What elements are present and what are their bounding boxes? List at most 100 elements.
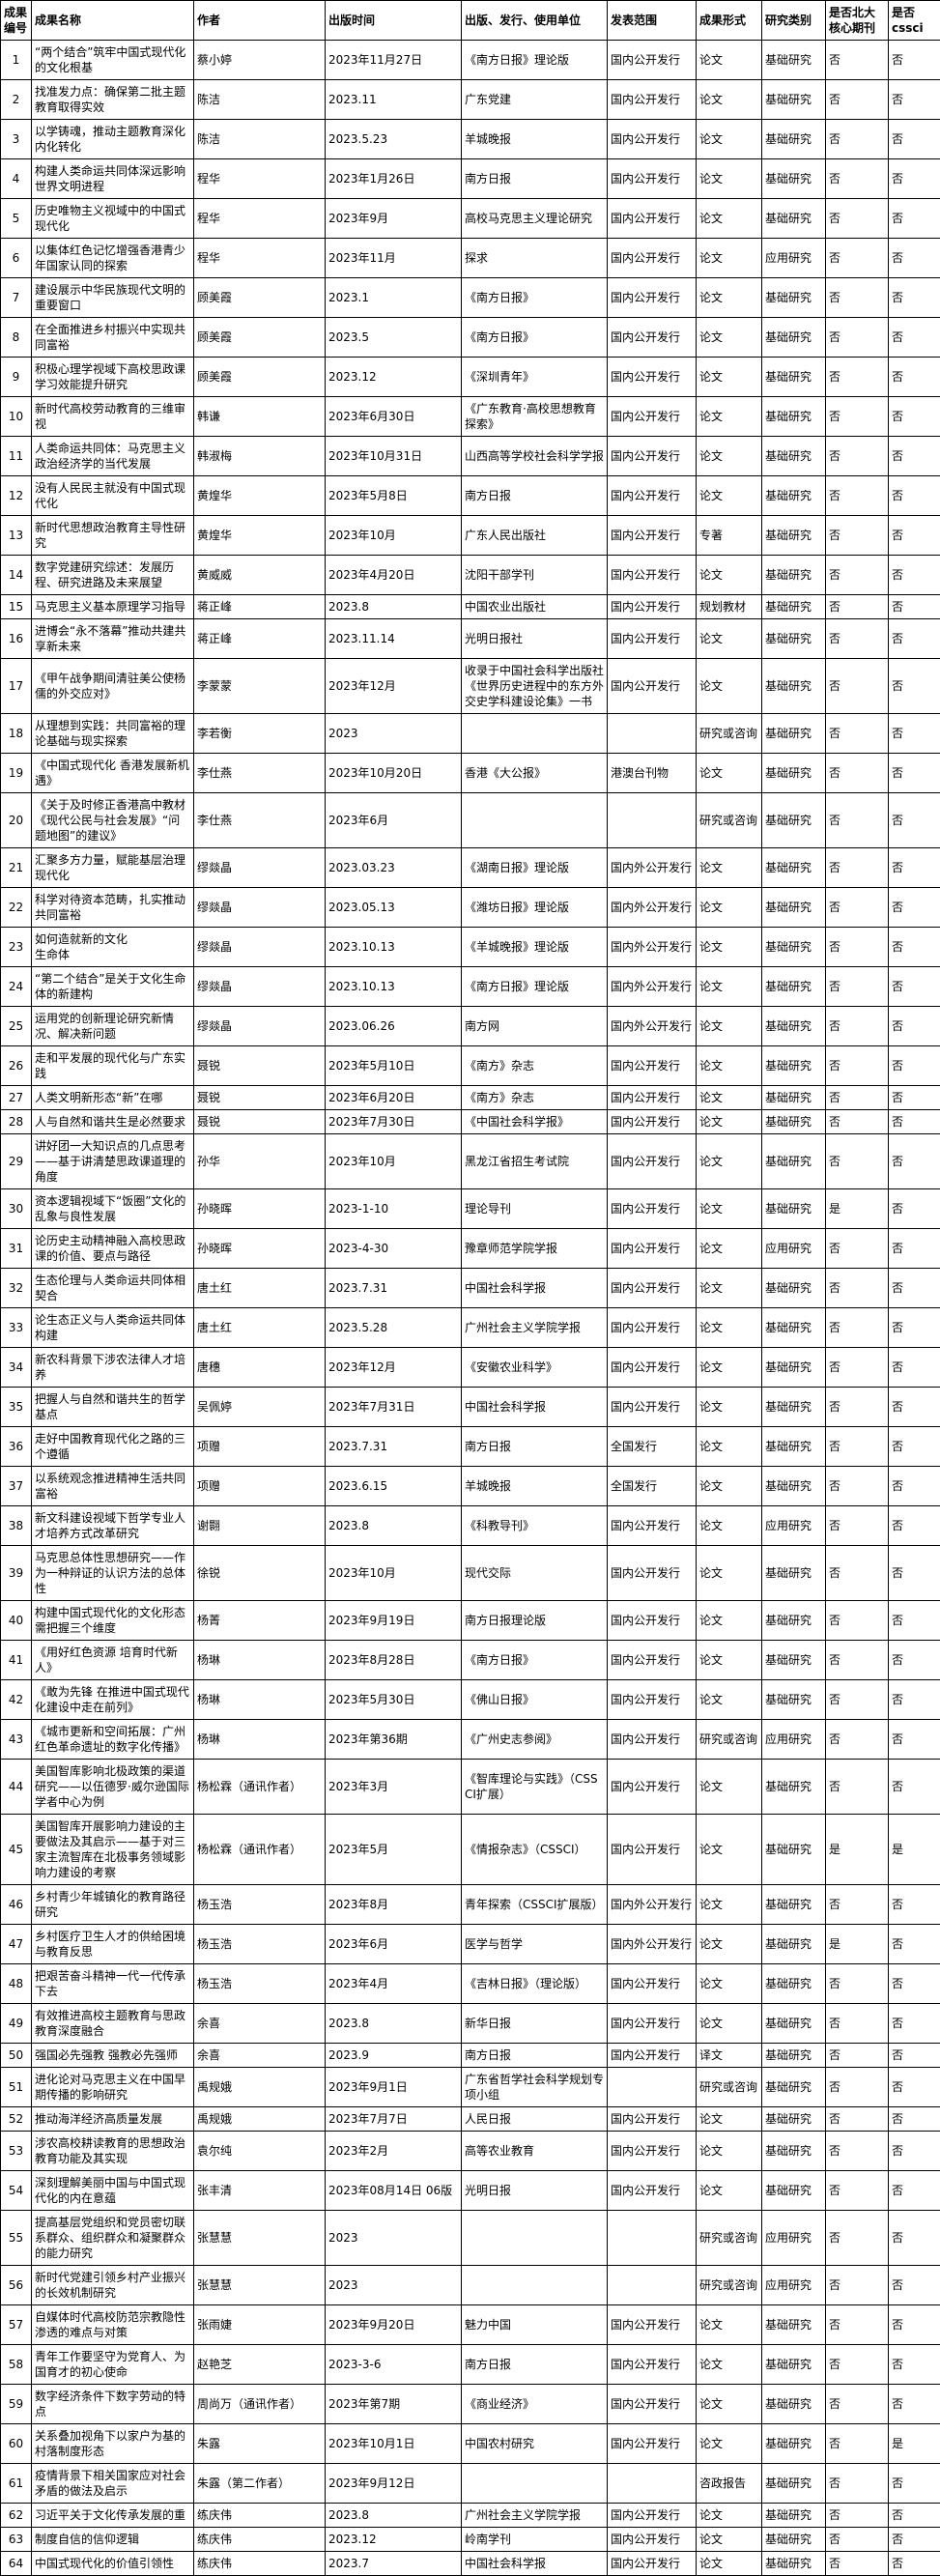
cell-pubtime: 2023年9月 (326, 199, 462, 239)
cell-scope: 国内公开发行 (608, 476, 697, 516)
cell-category: 基础研究 (762, 1760, 826, 1815)
cell-core: 否 (826, 1348, 889, 1388)
cell-publisher: 魅力中国 (462, 2305, 608, 2345)
cell-category: 基础研究 (762, 1546, 826, 1601)
cell-category: 基础研究 (762, 1388, 826, 1427)
cell-name: 历史唯物主义视域中的中国式现代化 (32, 199, 194, 239)
cell-name: 数字党建研究综述：发展历程、研究进路及未来展望 (32, 556, 194, 595)
cell-author: 唐土红 (194, 1269, 326, 1308)
cell-publisher: 《科教导刊》 (462, 1506, 608, 1546)
cell-core: 否 (826, 2044, 889, 2068)
cell-scope: 国内公开发行 (608, 2345, 697, 2385)
cell-publisher: 南方日报理论版 (462, 1601, 608, 1641)
cell-scope: 国内公开发行 (608, 2528, 697, 2552)
cell-pubtime: 2023.11 (326, 80, 462, 120)
cell-form: 论文 (697, 476, 762, 516)
cell-pubtime: 2023年11月27日 (326, 41, 462, 80)
cell-pubtime: 2023年8月28日 (326, 1641, 462, 1680)
cell-name: 新农科背景下涉农法律人才培养 (32, 1348, 194, 1388)
cell-scope: 国内公开发行 (608, 437, 697, 476)
cell-publisher: 广东省哲学社会科学规划专项小组 (462, 2068, 608, 2107)
cell-cssci: 否 (889, 1641, 940, 1680)
cell-core: 否 (826, 1885, 889, 1925)
cell-publisher: 羊城晚报 (462, 120, 608, 159)
cell-cssci: 否 (889, 928, 940, 967)
cell-scope: 国内公开发行 (608, 1134, 697, 1189)
cell-pubtime: 2023.7 (326, 2552, 462, 2576)
cell-cssci: 否 (889, 278, 940, 318)
cell-pubtime: 2023年7月7日 (326, 2107, 462, 2132)
cell-category: 应用研究 (762, 2266, 826, 2305)
cell-scope: 国内公开发行 (608, 1388, 697, 1427)
cell-form: 研究或咨询 (697, 2211, 762, 2266)
cell-core: 否 (826, 41, 889, 80)
cell-id: 14 (1, 556, 32, 595)
cell-id: 39 (1, 1546, 32, 1601)
cell-id: 52 (1, 2107, 32, 2132)
cell-core: 否 (826, 1680, 889, 1720)
cell-id: 45 (1, 1815, 32, 1885)
cell-scope: 国内公开发行 (608, 1546, 697, 1601)
cell-form: 论文 (697, 1925, 762, 1964)
cell-id: 25 (1, 1007, 32, 1046)
cell-author: 唐土红 (194, 1308, 326, 1348)
cell-core: 否 (826, 1546, 889, 1601)
cell-id: 41 (1, 1641, 32, 1680)
cell-name: 从理想到实践：共同富裕的理论基础与现实探索 (32, 714, 194, 754)
cell-category: 基础研究 (762, 516, 826, 556)
cell-name: 建设展示中华民族现代文明的重要窗口 (32, 278, 194, 318)
cell-scope: 国内公开发行 (608, 1964, 697, 2004)
cell-category: 基础研究 (762, 2068, 826, 2107)
cell-name: 美国智库影响北极政策的渠道研究——以伍德罗·威尔逊国际学者中心为例 (32, 1760, 194, 1815)
cell-pubtime: 2023年2月 (326, 2132, 462, 2171)
cell-category: 基础研究 (762, 1269, 826, 1308)
cell-name: 人类命运共同体：马克思主义政治经济学的当代发展 (32, 437, 194, 476)
cell-cssci: 否 (889, 2107, 940, 2132)
cell-id: 26 (1, 1046, 32, 1086)
cell-publisher: 高等农业教育 (462, 2132, 608, 2171)
cell-category: 基础研究 (762, 1046, 826, 1086)
cell-scope: 国内公开发行 (608, 1046, 697, 1086)
cell-publisher: 山西高等学校社会科学学报 (462, 437, 608, 476)
cell-pubtime: 2023.8 (326, 2504, 462, 2528)
cell-name: “两个结合”筑牢中国式现代化的文化根基 (32, 41, 194, 80)
cell-core: 否 (826, 1134, 889, 1189)
cell-form: 规划教材 (697, 595, 762, 619)
cell-cssci: 否 (889, 2385, 940, 2424)
cell-core: 否 (826, 714, 889, 754)
cell-name: 论生态正义与人类命运共同体构建 (32, 1308, 194, 1348)
cell-cssci: 是 (889, 1815, 940, 1885)
cell-author: 谢翾 (194, 1506, 326, 1546)
cell-category: 基础研究 (762, 2552, 826, 2576)
cell-id: 8 (1, 318, 32, 358)
cell-core: 否 (826, 2552, 889, 2576)
cell-form: 论文 (697, 2171, 762, 2211)
cell-cssci: 否 (889, 1680, 940, 1720)
cell-category: 基础研究 (762, 358, 826, 397)
cell-category: 基础研究 (762, 2385, 826, 2424)
cell-form: 论文 (697, 2004, 762, 2044)
cell-scope: 国内公开发行 (608, 2132, 697, 2171)
cell-cssci: 否 (889, 2171, 940, 2211)
cell-author: 李蒙蒙 (194, 659, 326, 714)
cell-category: 基础研究 (762, 2424, 826, 2464)
cell-form: 论文 (697, 1229, 762, 1269)
cell-core: 否 (826, 1964, 889, 2004)
cell-category: 基础研究 (762, 41, 826, 80)
cell-category: 基础研究 (762, 159, 826, 199)
cell-publisher (462, 714, 608, 754)
cell-publisher: 广东人民出版社 (462, 516, 608, 556)
cell-form: 论文 (697, 1388, 762, 1427)
cell-publisher: 理论导刊 (462, 1189, 608, 1229)
cell-name: 习近平关于文化传承发展的重 (32, 2504, 194, 2528)
cell-form: 论文 (697, 2132, 762, 2171)
cell-scope: 国内外公开发行 (608, 1007, 697, 1046)
cell-pubtime: 2023.11.14 (326, 619, 462, 659)
